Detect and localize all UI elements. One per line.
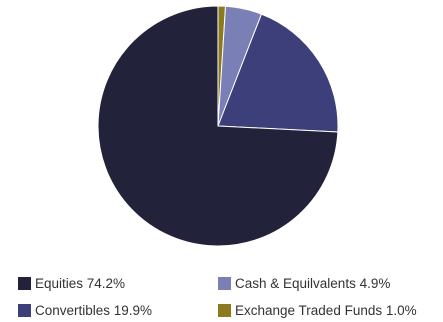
legend-label-equities: Equities 74.2% (35, 275, 126, 291)
legend-label-cash: Cash & Equilvalents 4.9% (235, 275, 391, 291)
legend-item-etf: Exchange Traded Funds 1.0% (218, 302, 443, 318)
legend-item-cash: Cash & Equilvalents 4.9% (218, 275, 443, 291)
chart-legend: Equities 74.2% Cash & Equilvalents 4.9% … (18, 275, 443, 318)
legend-swatch-convertibles (18, 303, 31, 317)
pie-chart (97, 5, 339, 247)
legend-label-convertibles: Convertibles 19.9% (35, 302, 153, 318)
legend-swatch-etf (218, 303, 231, 317)
legend-swatch-equities (18, 276, 31, 290)
legend-label-etf: Exchange Traded Funds 1.0% (235, 302, 417, 318)
legend-item-equities: Equities 74.2% (18, 275, 218, 291)
pie-slice-equities (97, 5, 339, 247)
legend-item-convertibles: Convertibles 19.9% (18, 302, 218, 318)
legend-swatch-cash (218, 276, 231, 290)
pie-slice-convertibles (217, 13, 339, 133)
